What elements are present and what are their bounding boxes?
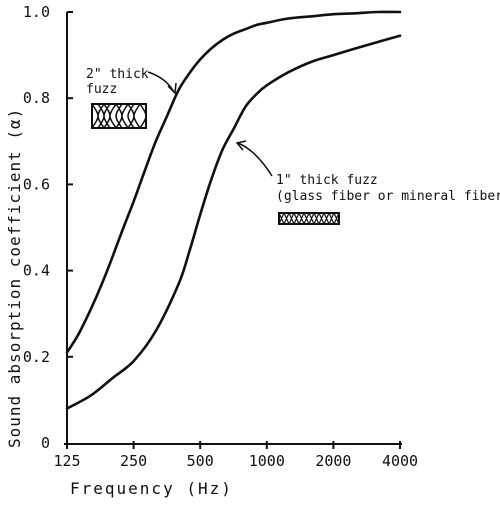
data-point — [221, 39, 223, 41]
data-point — [311, 15, 313, 17]
data-point — [256, 24, 258, 26]
annotation-2in-line1: 2" thick — [86, 67, 149, 82]
data-point — [133, 360, 135, 362]
y-tick-label: 0.6 — [23, 175, 50, 193]
data-point — [210, 48, 212, 50]
data-point — [376, 41, 378, 43]
data-point — [332, 13, 334, 15]
data-point — [178, 282, 180, 285]
x-axis-title: Frequency (Hz) — [70, 479, 233, 498]
series-line-1in-fuzz — [65, 34, 402, 410]
annotation-2in-arrowhead — [167, 82, 177, 95]
data-point — [399, 35, 401, 37]
data-point — [111, 377, 113, 379]
data-point — [166, 114, 168, 116]
y-tick-label: 0.4 — [23, 262, 50, 280]
data-point — [199, 214, 201, 216]
data-point — [354, 12, 356, 14]
data-point — [233, 127, 235, 129]
data-point — [266, 84, 268, 86]
data-point — [199, 58, 201, 61]
data-point — [101, 282, 103, 285]
y-tick-label: 0.8 — [23, 89, 50, 107]
data-point — [332, 54, 334, 56]
svg-text:2" thick fuzz: 2" thick fuzz — [86, 67, 156, 97]
data-point — [256, 93, 258, 95]
annotation-2in-line2: fuzz — [86, 82, 117, 97]
x-tick-label: 2000 — [315, 452, 351, 470]
data-point — [143, 170, 146, 173]
axes — [64, 12, 402, 445]
data-point — [111, 257, 113, 259]
y-tick-label: 0.2 — [23, 348, 50, 366]
data-point — [189, 248, 191, 250]
data-point — [233, 33, 235, 35]
data-point — [354, 48, 356, 50]
data-point — [155, 140, 157, 142]
annotation-1in-arrowhead — [235, 140, 247, 151]
data-point — [133, 201, 135, 203]
data-point — [66, 407, 68, 410]
series-layer — [65, 10, 402, 410]
data-point — [66, 351, 68, 354]
y-tick-label: 0 — [41, 434, 50, 452]
annotation-1in-fuzz: 1" thick fuzz (glass fiber or mineral fi… — [235, 140, 500, 225]
data-point — [155, 330, 157, 332]
data-point — [287, 17, 289, 20]
x-tick-label: 500 — [187, 452, 214, 470]
data-point — [210, 179, 212, 181]
y-axis-title: Sound absorption coefficient (α) — [5, 108, 24, 448]
x-tick-label: 1000 — [249, 452, 285, 470]
x-ticks: 125 250 500 1000 2000 4000 — [53, 441, 418, 470]
x-tick-label: 125 — [53, 452, 80, 470]
data-point — [266, 22, 268, 24]
x-tick-label: 4000 — [382, 452, 418, 470]
data-point — [244, 106, 246, 108]
data-point — [90, 395, 92, 397]
data-point — [399, 11, 401, 13]
data-point — [311, 61, 313, 63]
data-point — [77, 334, 79, 336]
data-point — [221, 149, 223, 151]
y-ticks: 0 0.2 0.4 0.6 0.8 1.0 — [23, 3, 73, 452]
data-point — [287, 71, 289, 73]
annotation-1in-line2: (glass fiber or mineral fiber) — [276, 189, 500, 204]
y-tick-label: 1.0 — [23, 3, 50, 21]
fuzz-2in-swatch-icon — [91, 103, 147, 129]
data-point — [376, 11, 378, 13]
annotation-1in-line1: 1" thick fuzz — [276, 173, 378, 188]
data-point — [244, 28, 246, 30]
data-point — [90, 308, 92, 310]
fuzz-1in-swatch-icon — [278, 212, 340, 225]
annotation-2in-fuzz: 2" thick fuzz — [86, 67, 177, 129]
x-tick-label: 250 — [120, 452, 147, 470]
data-point — [178, 89, 180, 91]
data-point — [122, 226, 125, 229]
annotation-1in-arrow — [237, 142, 273, 177]
svg-text:1" thick fuzz (glass fib: 1" thick fuzz (glass fiber or mineral fi… — [276, 173, 500, 204]
data-point — [189, 71, 191, 73]
